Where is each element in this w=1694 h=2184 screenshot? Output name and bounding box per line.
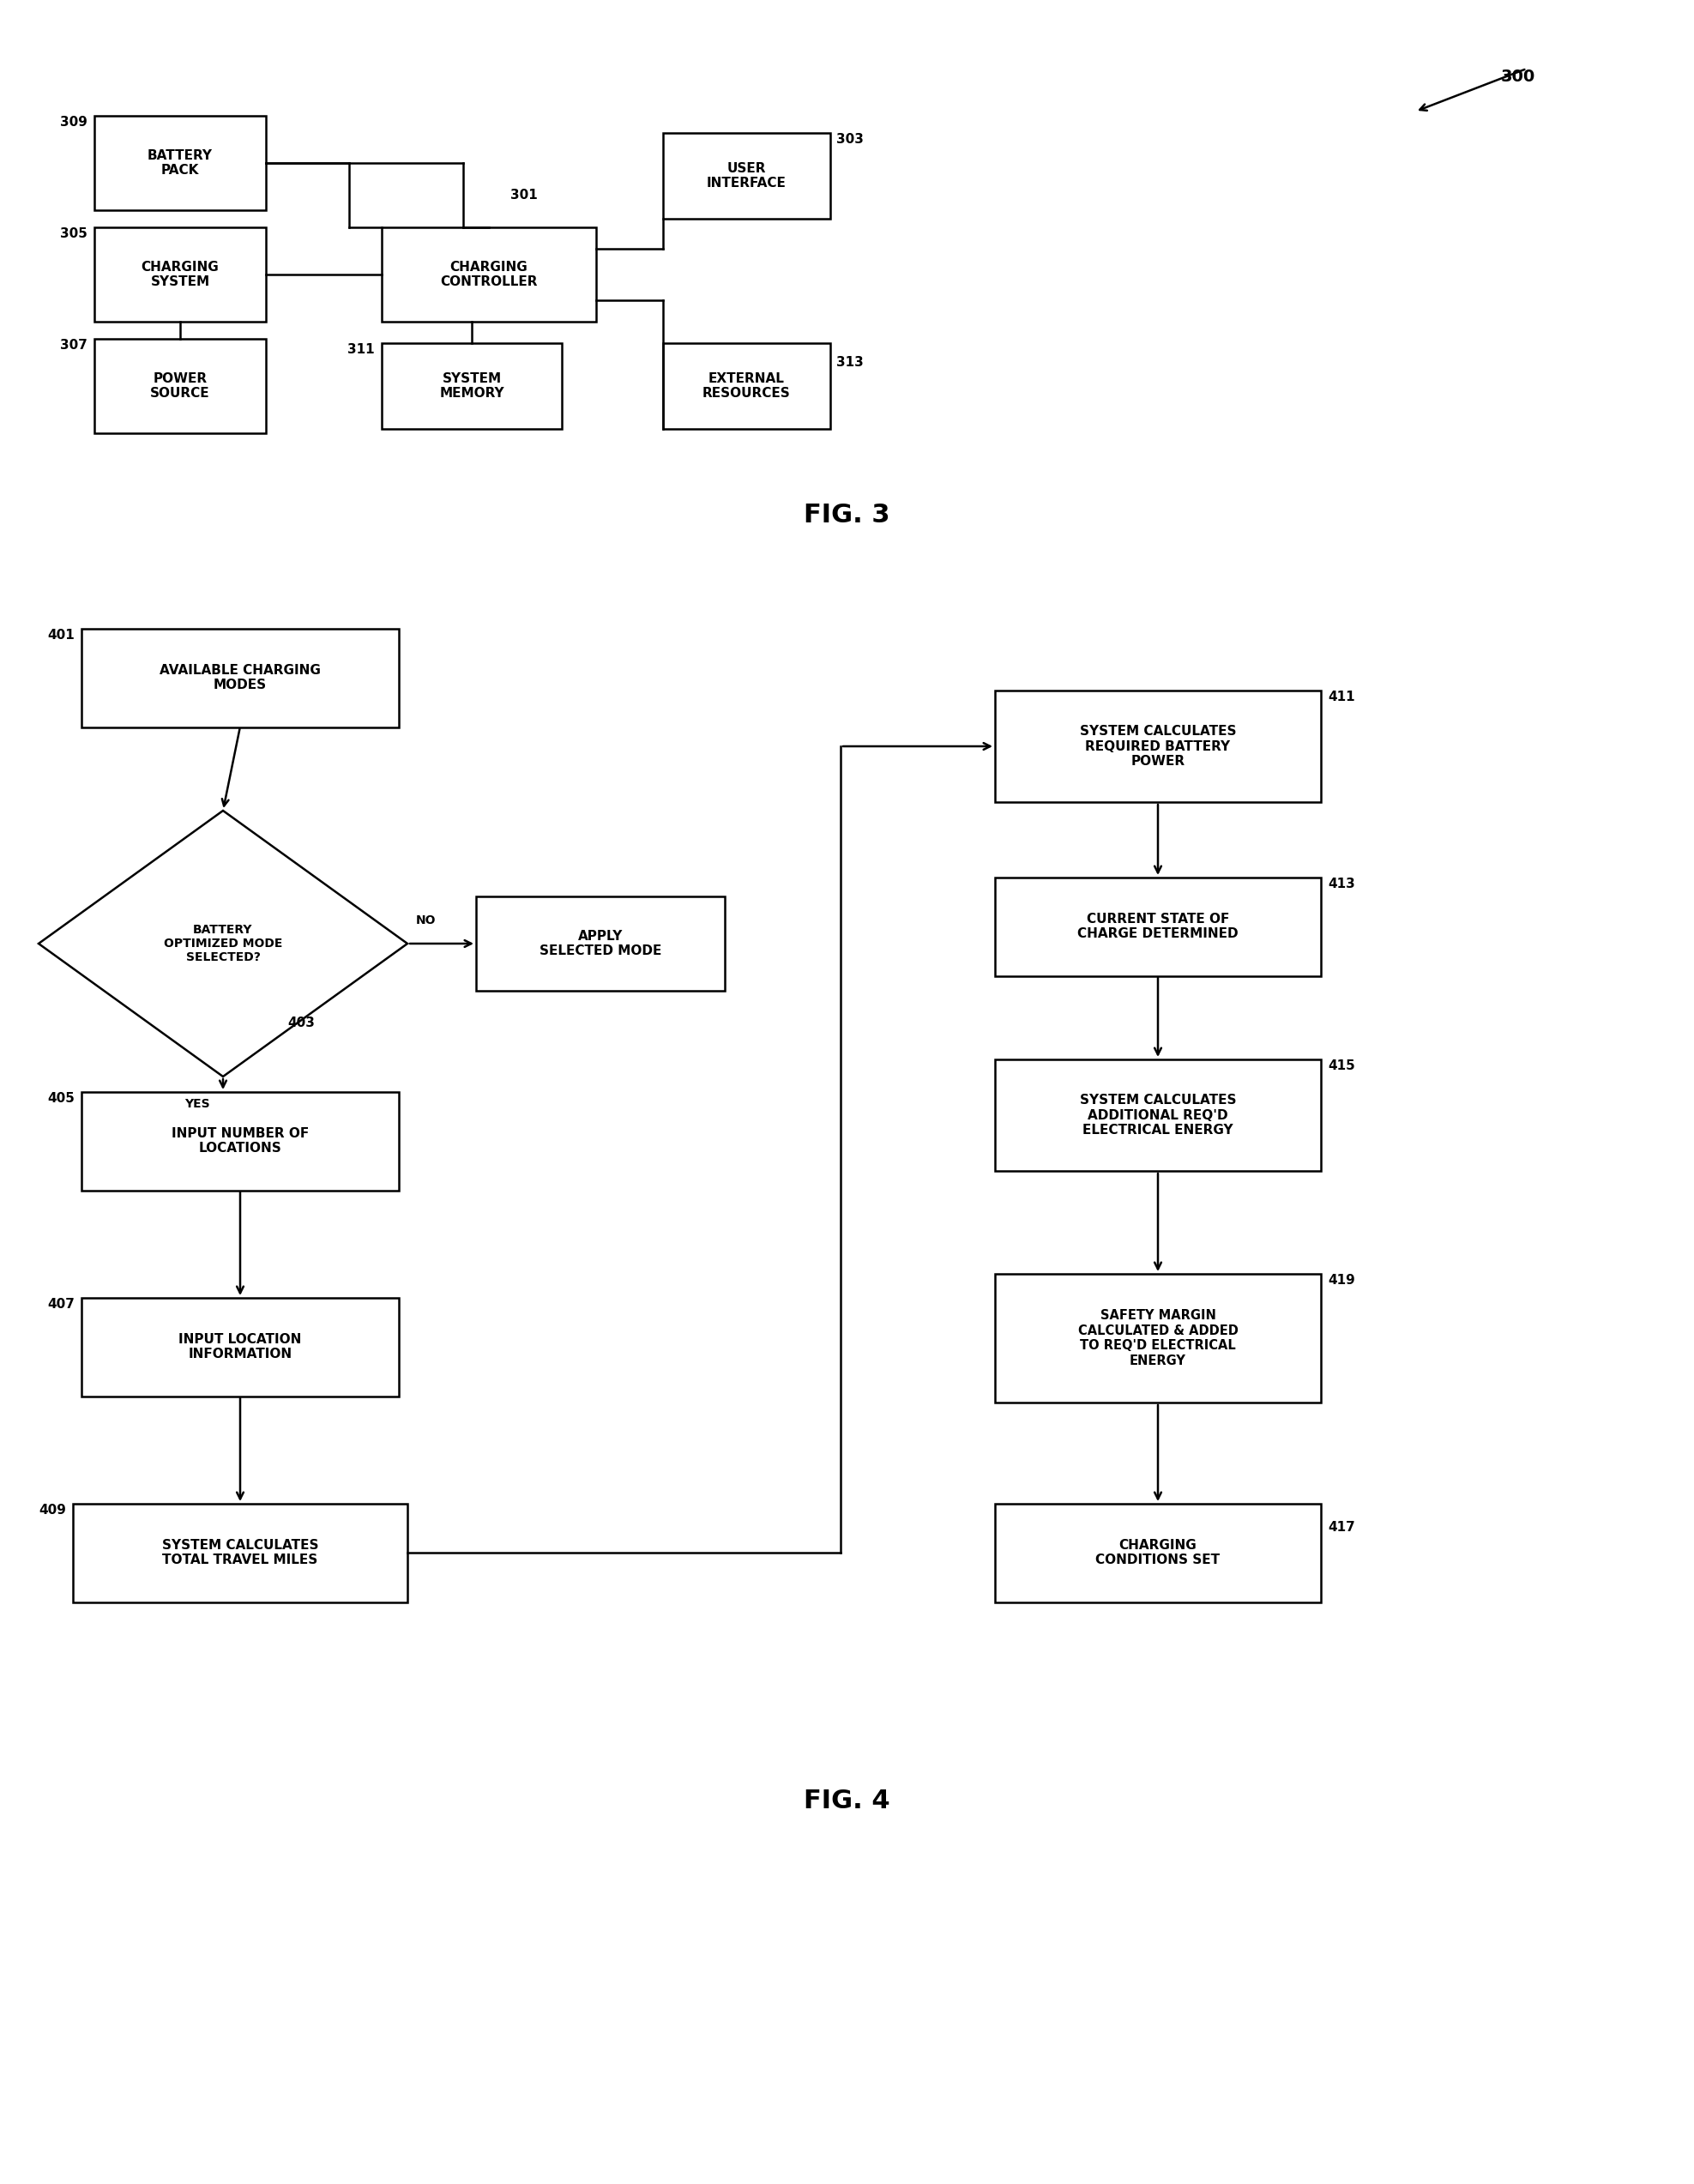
Text: 401: 401 — [47, 629, 75, 642]
Text: 403: 403 — [288, 1018, 315, 1029]
Bar — [662, 343, 830, 428]
Bar — [73, 1503, 408, 1603]
Text: CHARGING
CONDITIONS SET: CHARGING CONDITIONS SET — [1096, 1540, 1220, 1566]
Bar — [81, 1092, 398, 1190]
Bar — [81, 1297, 398, 1396]
Bar — [994, 1059, 1321, 1171]
Bar — [994, 1503, 1321, 1603]
Bar — [81, 629, 398, 727]
Text: SYSTEM CALCULATES
ADDITIONAL REQ'D
ELECTRICAL ENERGY: SYSTEM CALCULATES ADDITIONAL REQ'D ELECT… — [1079, 1094, 1237, 1136]
Text: 413: 413 — [1328, 878, 1355, 891]
Text: NO: NO — [417, 915, 435, 926]
Text: 311: 311 — [347, 343, 374, 356]
Text: 419: 419 — [1328, 1273, 1355, 1286]
Text: CHARGING
SYSTEM: CHARGING SYSTEM — [141, 260, 219, 288]
Bar — [95, 339, 266, 432]
Text: 409: 409 — [39, 1505, 66, 1516]
Text: INPUT NUMBER OF
LOCATIONS: INPUT NUMBER OF LOCATIONS — [171, 1127, 308, 1155]
Bar — [994, 878, 1321, 976]
Text: YES: YES — [185, 1099, 210, 1109]
Text: 407: 407 — [47, 1297, 75, 1310]
Bar — [662, 133, 830, 218]
Text: 300: 300 — [1501, 68, 1535, 85]
Text: USER
INTERFACE: USER INTERFACE — [706, 162, 786, 190]
Text: 415: 415 — [1328, 1059, 1355, 1072]
Text: 411: 411 — [1328, 690, 1355, 703]
Text: FIG. 4: FIG. 4 — [803, 1789, 889, 1815]
Text: BATTERY
PACK: BATTERY PACK — [147, 149, 213, 177]
Text: 301: 301 — [510, 188, 537, 201]
Bar — [381, 227, 596, 321]
Text: POWER
SOURCE: POWER SOURCE — [151, 371, 210, 400]
Bar — [381, 343, 562, 428]
Text: EXTERNAL
RESOURCES: EXTERNAL RESOURCES — [701, 371, 791, 400]
Text: FIG. 3: FIG. 3 — [803, 502, 889, 526]
Polygon shape — [39, 810, 408, 1077]
Bar — [476, 895, 725, 992]
Text: APPLY
SELECTED MODE: APPLY SELECTED MODE — [539, 930, 661, 957]
Text: 309: 309 — [61, 116, 88, 129]
Text: 303: 303 — [837, 133, 864, 146]
Text: SAFETY MARGIN
CALCULATED & ADDED
TO REQ'D ELECTRICAL
ENERGY: SAFETY MARGIN CALCULATED & ADDED TO REQ'… — [1077, 1310, 1238, 1367]
Text: CHARGING
CONTROLLER: CHARGING CONTROLLER — [440, 260, 537, 288]
Bar — [994, 690, 1321, 802]
Text: SYSTEM CALCULATES
TOTAL TRAVEL MILES: SYSTEM CALCULATES TOTAL TRAVEL MILES — [163, 1540, 318, 1566]
Text: SYSTEM CALCULATES
REQUIRED BATTERY
POWER: SYSTEM CALCULATES REQUIRED BATTERY POWER — [1079, 725, 1237, 767]
Text: 405: 405 — [47, 1092, 75, 1105]
Text: 307: 307 — [61, 339, 88, 352]
Text: AVAILABLE CHARGING
MODES: AVAILABLE CHARGING MODES — [159, 664, 320, 692]
Text: BATTERY
OPTIMIZED MODE
SELECTED?: BATTERY OPTIMIZED MODE SELECTED? — [164, 924, 283, 963]
Text: 305: 305 — [61, 227, 88, 240]
Text: INPUT LOCATION
INFORMATION: INPUT LOCATION INFORMATION — [178, 1332, 302, 1361]
Bar — [994, 1273, 1321, 1402]
Bar — [95, 116, 266, 210]
Bar — [95, 227, 266, 321]
Text: CURRENT STATE OF
CHARGE DETERMINED: CURRENT STATE OF CHARGE DETERMINED — [1077, 913, 1238, 941]
Text: 313: 313 — [837, 356, 864, 369]
Text: 417: 417 — [1328, 1520, 1355, 1533]
Text: SYSTEM
MEMORY: SYSTEM MEMORY — [439, 371, 505, 400]
